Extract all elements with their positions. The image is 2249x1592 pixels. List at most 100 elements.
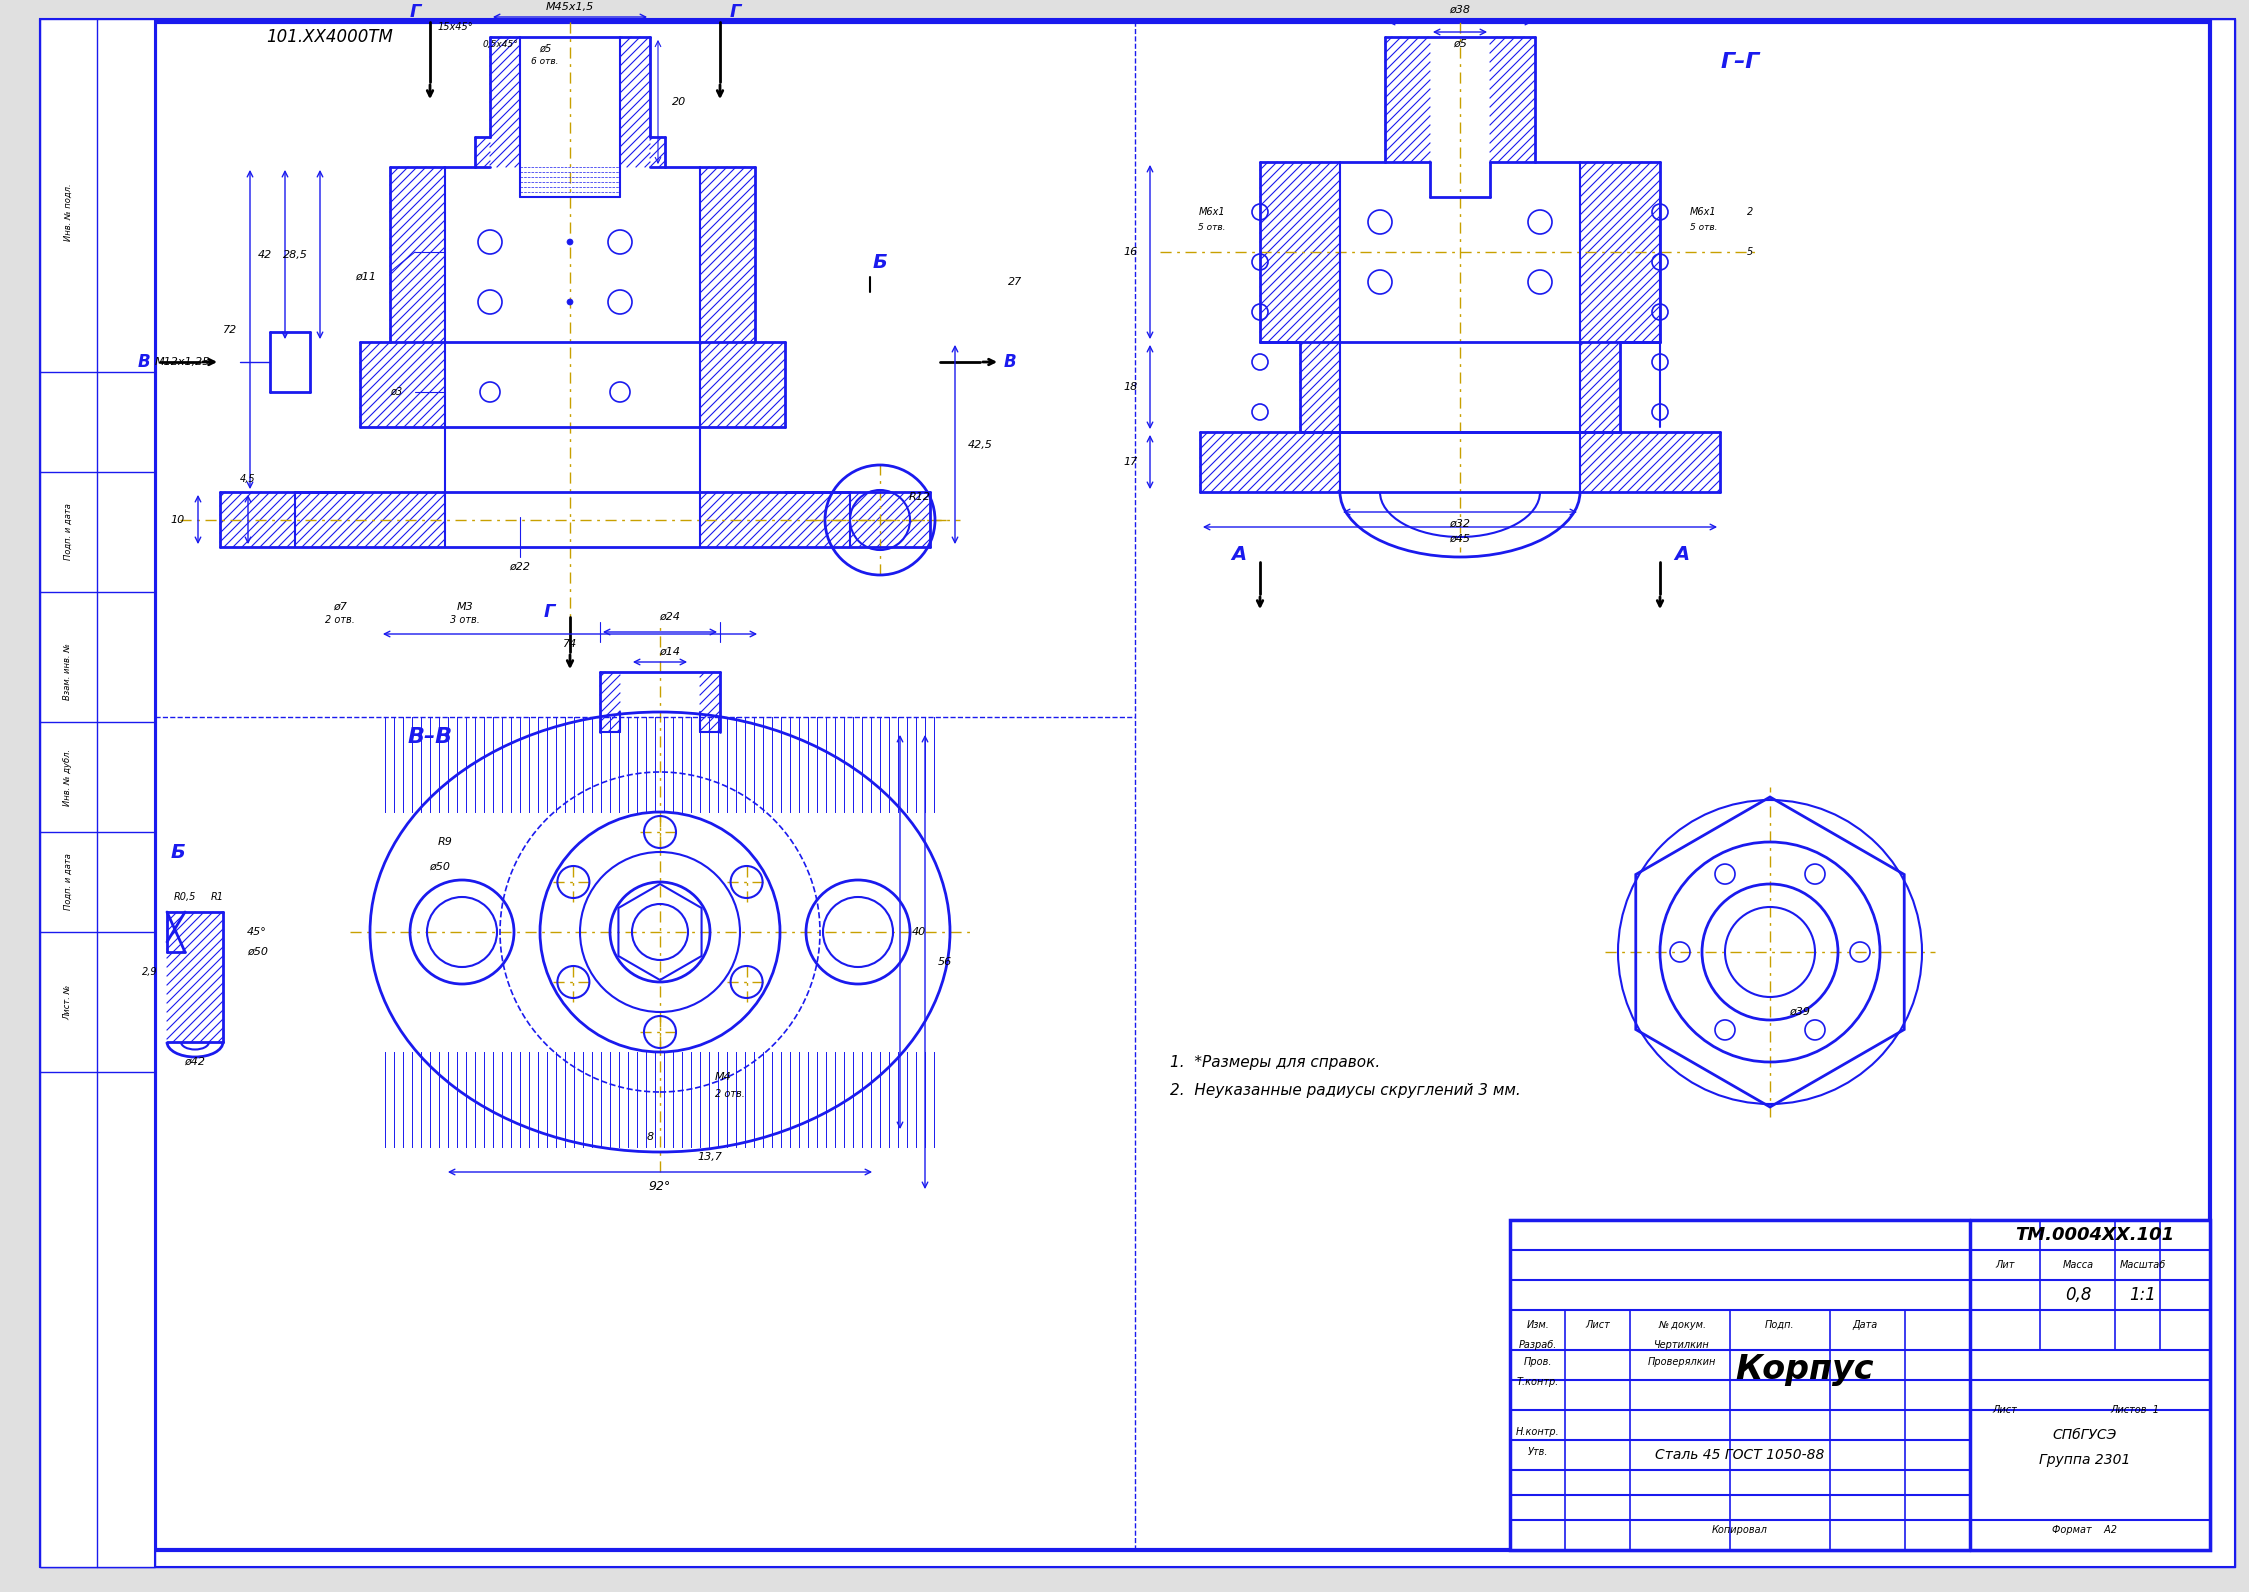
- Text: M6x1: M6x1: [1199, 207, 1226, 217]
- Text: 1.  *Размеры для справок.: 1. *Размеры для справок.: [1169, 1054, 1381, 1070]
- Text: 20: 20: [672, 97, 686, 107]
- Text: M45x1,5: M45x1,5: [547, 2, 594, 13]
- Text: 2,9: 2,9: [142, 966, 157, 977]
- Text: Г: Г: [729, 3, 740, 21]
- Text: 2: 2: [1747, 207, 1754, 217]
- Text: 1:1: 1:1: [2130, 1286, 2157, 1304]
- Text: ø50: ø50: [430, 861, 450, 872]
- Text: R9: R9: [439, 837, 452, 847]
- Text: 13,7: 13,7: [697, 1153, 722, 1162]
- Text: Г: Г: [544, 603, 556, 621]
- Text: Масса: Масса: [2062, 1259, 2094, 1270]
- Text: ø24: ø24: [659, 611, 681, 622]
- Text: 27: 27: [1008, 277, 1021, 287]
- Text: 4,5: 4,5: [241, 474, 256, 484]
- Text: Листов  1: Листов 1: [2110, 1406, 2159, 1415]
- Text: Изм.: Изм.: [1527, 1320, 1550, 1329]
- Text: Проверялкин: Проверялкин: [1649, 1356, 1716, 1368]
- Text: 5 отв.: 5 отв.: [1689, 223, 1718, 231]
- Text: Инв. № дубл.: Инв. № дубл.: [63, 748, 72, 806]
- Text: ø11: ø11: [355, 272, 376, 282]
- Text: В–В: В–В: [407, 728, 452, 747]
- Text: 0,8: 0,8: [2065, 1286, 2092, 1304]
- Text: ø14: ø14: [659, 646, 681, 657]
- Text: Т.контр.: Т.контр.: [1516, 1377, 1559, 1387]
- Text: 16: 16: [1124, 247, 1138, 256]
- Text: 56: 56: [938, 957, 951, 966]
- Text: Инв. № подл.: Инв. № подл.: [63, 183, 72, 240]
- Text: СПбГУСЭ: СПбГУСЭ: [2053, 1428, 2116, 1442]
- Text: Лист. №: Лист. №: [63, 984, 72, 1019]
- Text: 5: 5: [1747, 247, 1754, 256]
- Text: 10: 10: [171, 514, 184, 525]
- Text: В: В: [1003, 353, 1017, 371]
- Text: Г: Г: [409, 3, 421, 21]
- Text: Утв.: Утв.: [1527, 1447, 1547, 1457]
- Text: M3: M3: [457, 602, 472, 611]
- Text: Подп.: Подп.: [1765, 1320, 1795, 1329]
- Text: Подп. и дата: Подп. и дата: [63, 853, 72, 911]
- Text: ø45: ø45: [1451, 533, 1471, 544]
- Text: 72: 72: [223, 325, 236, 334]
- Text: 3 отв.: 3 отв.: [450, 615, 479, 626]
- Text: 45°: 45°: [247, 927, 268, 938]
- Text: ø5: ø5: [1453, 38, 1466, 49]
- Text: 101.XX4000ТМ: 101.XX4000ТМ: [268, 29, 394, 46]
- Text: ø38: ø38: [1451, 5, 1471, 14]
- Text: 0,5x45°: 0,5x45°: [481, 40, 517, 48]
- Text: Формат    А2: Формат А2: [2053, 1525, 2119, 1535]
- Text: R1: R1: [211, 892, 223, 903]
- Text: 18: 18: [1124, 382, 1138, 392]
- Text: R12: R12: [909, 492, 931, 501]
- Text: 5 отв.: 5 отв.: [1196, 223, 1226, 231]
- Text: Пров.: Пров.: [1525, 1356, 1552, 1368]
- Text: Б: Б: [873, 253, 888, 272]
- Text: В: В: [137, 353, 151, 371]
- Text: ø22: ø22: [511, 562, 531, 572]
- Text: А: А: [1673, 544, 1689, 564]
- Text: ø39: ø39: [1790, 1008, 1810, 1017]
- Text: 2.  Неуказанные радиусы скруглений 3 мм.: 2. Неуказанные радиусы скруглений 3 мм.: [1169, 1083, 1520, 1097]
- Text: M12x1,25: M12x1,25: [155, 357, 209, 368]
- Circle shape: [567, 299, 573, 306]
- Text: ТМ.0004XX.101: ТМ.0004XX.101: [2015, 1226, 2175, 1243]
- Text: Дата: Дата: [1853, 1320, 1878, 1329]
- Text: Сталь 45 ГОСТ 1050-88: Сталь 45 ГОСТ 1050-88: [1655, 1449, 1824, 1461]
- Circle shape: [567, 239, 573, 245]
- Text: ø42: ø42: [184, 1057, 205, 1067]
- Text: Разраб.: Разраб.: [1518, 1340, 1556, 1350]
- Text: Чертилкин: Чертилкин: [1653, 1340, 1709, 1350]
- Text: M4: M4: [715, 1071, 731, 1083]
- Text: А: А: [1230, 544, 1246, 564]
- Text: Копировал: Копировал: [1711, 1525, 1768, 1535]
- Text: 40: 40: [913, 927, 927, 938]
- Text: Корпус: Корпус: [1736, 1353, 1873, 1387]
- Text: 6 отв.: 6 отв.: [531, 57, 558, 67]
- Text: 92°: 92°: [650, 1181, 670, 1194]
- Text: Н.контр.: Н.контр.: [1516, 1426, 1561, 1438]
- Text: ø32: ø32: [1451, 519, 1471, 529]
- Text: ø5: ø5: [540, 45, 551, 54]
- Text: M6x1: M6x1: [1689, 207, 1716, 217]
- Text: 74: 74: [562, 638, 578, 650]
- Text: 42,5: 42,5: [967, 439, 992, 451]
- Bar: [1509, 1219, 2211, 1551]
- Text: Б: Б: [171, 842, 184, 861]
- Text: Лист: Лист: [1993, 1406, 2017, 1415]
- Text: № докум.: № докум.: [1658, 1320, 1707, 1329]
- Text: Лист: Лист: [1586, 1320, 1610, 1329]
- Text: 8: 8: [645, 1132, 654, 1141]
- Text: 15x45°: 15x45°: [436, 22, 472, 32]
- Text: Г–Г: Г–Г: [1720, 53, 1759, 72]
- Text: Масштаб: Масштаб: [2121, 1259, 2166, 1270]
- Text: R0,5: R0,5: [173, 892, 196, 903]
- Text: Подп. и дата: Подп. и дата: [63, 503, 72, 560]
- Text: ø7: ø7: [333, 602, 346, 611]
- Text: 2 отв.: 2 отв.: [326, 615, 355, 626]
- Text: Лит: Лит: [1995, 1259, 2015, 1270]
- Text: ø3: ø3: [389, 387, 403, 396]
- Text: 2 отв.: 2 отв.: [715, 1089, 744, 1098]
- Bar: [40, 19, 155, 1567]
- Text: 28,5: 28,5: [283, 250, 308, 259]
- Text: 17: 17: [1124, 457, 1138, 466]
